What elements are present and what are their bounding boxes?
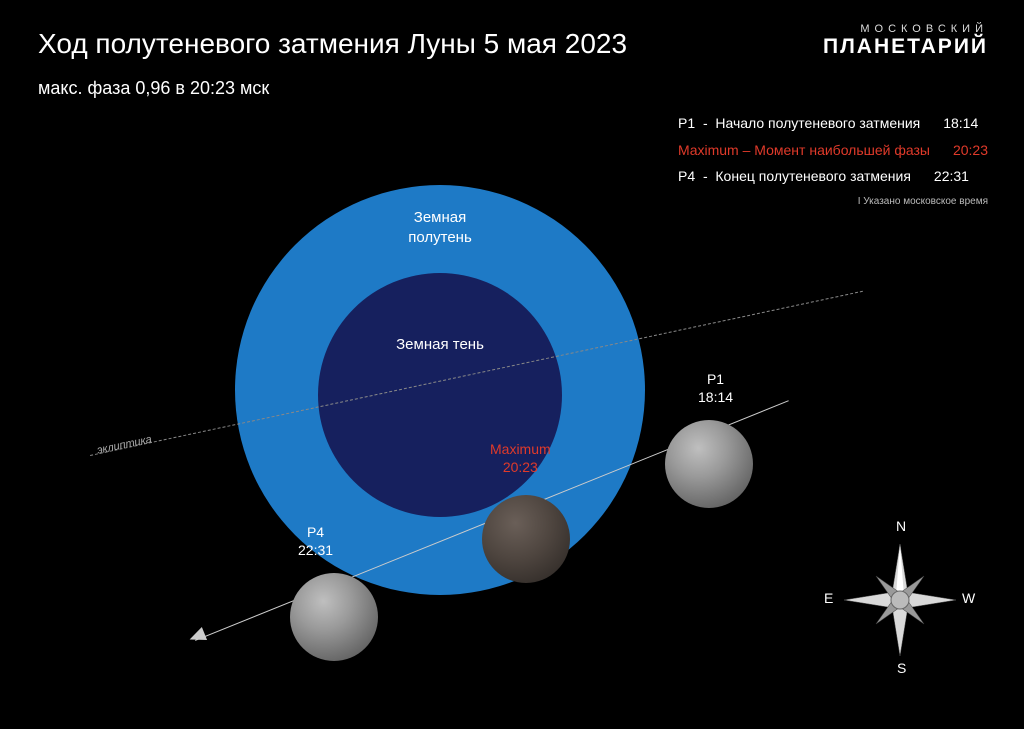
ecliptic-label: эклиптика <box>96 433 153 456</box>
compass-s: S <box>897 660 906 676</box>
compass-svg <box>820 520 980 680</box>
moon-p1 <box>665 420 753 508</box>
compass-e: E <box>824 590 833 606</box>
compass-w: W <box>962 590 975 606</box>
moon-max-label: Maximum20:23 <box>490 440 551 476</box>
moon-p4 <box>290 573 378 661</box>
moon-p1-label: P118:14 <box>698 370 733 406</box>
umbra-circle <box>318 273 562 517</box>
moonpath-arrow-icon <box>187 626 213 652</box>
eclipse-diagram: Земнаяполутень Земная тень эклиптика P11… <box>0 0 1024 729</box>
moon-p4-label: P422:31 <box>298 523 333 559</box>
compass-n: N <box>896 518 906 534</box>
moon-max <box>482 495 570 583</box>
umbra-label: Земная тень <box>350 335 530 355</box>
penumbra-label: Земнаяполутень <box>350 208 530 249</box>
compass-rose-icon: N S E W <box>820 520 980 680</box>
